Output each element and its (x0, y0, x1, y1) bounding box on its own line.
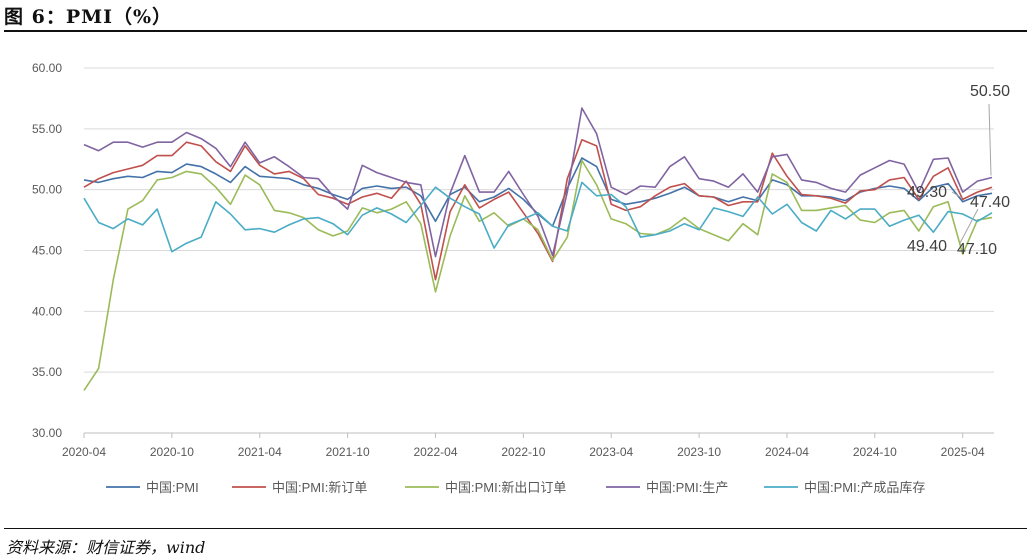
x-tick-label: 2020-04 (62, 445, 106, 459)
callout-leader (951, 191, 963, 199)
y-tick-label: 30.00 (32, 426, 62, 440)
y-tick-label: 35.00 (32, 365, 62, 379)
series-line-3 (83, 159, 993, 391)
x-tick-label: 2022-10 (501, 445, 545, 459)
inventory-last-label: 49.40 (907, 238, 947, 255)
y-tick-label: 40.00 (32, 304, 62, 318)
legend-label-4: 中国:PMI:生产 (646, 480, 728, 495)
value-annotations: 50.50 49.30 47.40 49.40 47.10 (907, 83, 1010, 258)
y-tick-label: 55.00 (32, 122, 62, 136)
y-tick-label: 50.00 (32, 183, 62, 197)
x-tick-label: 2023-04 (589, 445, 633, 459)
x-tick-label: 2021-10 (326, 445, 370, 459)
grid-lines (84, 67, 994, 373)
production-last-label: 50.50 (970, 83, 1010, 100)
legend-label-1: 中国:PMI (146, 480, 199, 495)
series-line-4 (83, 107, 993, 258)
figure-title: 图 6：PMI（%） (4, 6, 173, 28)
legend-label-5: 中国:PMI:产成品库存 (804, 480, 925, 495)
x-tick-label: 2020-10 (150, 445, 194, 459)
callout-leader (959, 208, 979, 244)
pmi-line-chart: 30.00 35.00 40.00 45.00 50.00 55.00 60.00 2020-… (32, 61, 1010, 495)
series-line-5 (83, 181, 993, 253)
x-tick-label: 2021-04 (238, 445, 282, 459)
series-lines (83, 107, 993, 391)
source-note: 资料来源：财信证券，wind (6, 538, 206, 557)
new-export-last-label: 47.10 (957, 241, 997, 258)
callout-leader (988, 103, 992, 176)
x-tick-label: 2022-04 (413, 445, 457, 459)
series-line-1 (83, 157, 993, 227)
legend-label-2: 中国:PMI:新订单 (272, 480, 367, 495)
x-tick-label: 2024-04 (765, 445, 809, 459)
x-tick-label: 2024-10 (853, 445, 897, 459)
legend: 中国:PMI 中国:PMI:新订单 中国:PMI:新出口订单 中国:PMI:生产 中国:… (106, 480, 925, 495)
series-line-2 (83, 139, 993, 281)
pmi-last-label: 49.30 (907, 184, 947, 201)
axes: 30.00 35.00 40.00 45.00 50.00 55.00 60.00 2020-… (32, 61, 994, 459)
new-orders-last-label: 47.40 (970, 194, 1010, 211)
bottom-divider (4, 528, 1027, 529)
y-tick-label: 45.00 (32, 244, 62, 258)
top-divider (4, 30, 1027, 32)
x-tick-label: 2025-04 (941, 445, 985, 459)
x-tick-label: 2023-10 (677, 445, 721, 459)
y-tick-label: 60.00 (32, 61, 62, 75)
legend-label-3: 中国:PMI:新出口订单 (445, 480, 566, 495)
